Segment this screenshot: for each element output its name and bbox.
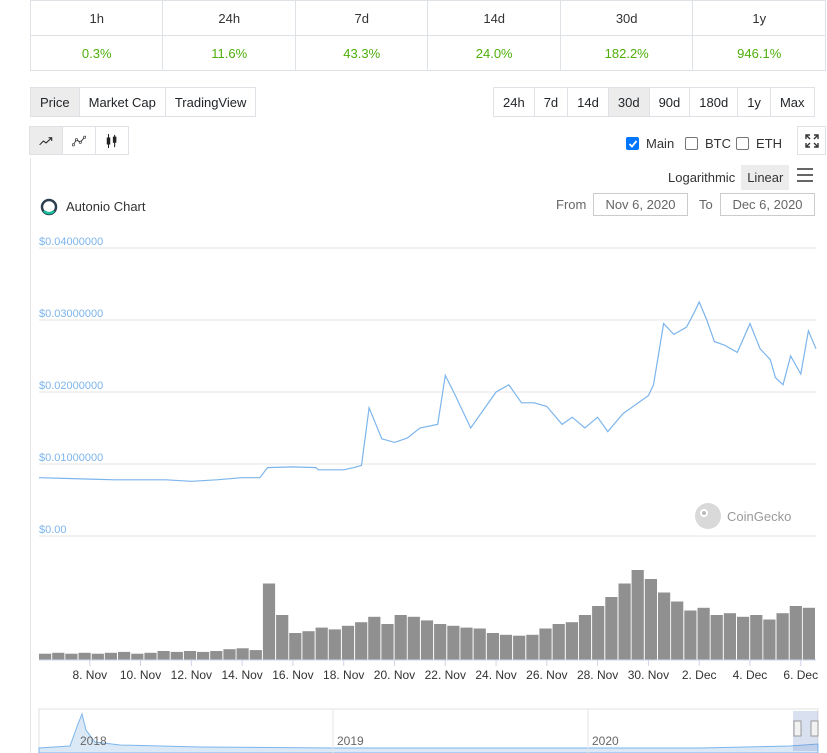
candlestick-icon — [106, 133, 117, 148]
chart-panel — [30, 158, 827, 753]
chart-style-buttons — [29, 126, 129, 155]
scale-linear-button[interactable]: Linear — [741, 165, 790, 190]
compare-eth-checkbox[interactable]: ETH — [736, 136, 782, 151]
tab-price[interactable]: Price — [30, 87, 80, 117]
compare-main-checkbox[interactable]: Main — [626, 136, 674, 151]
range-max-button[interactable]: Max — [769, 87, 815, 117]
period-30d: 30d — [559, 0, 694, 36]
checkbox-checked-icon — [626, 137, 639, 150]
range-from-label: From — [556, 197, 587, 212]
compare-btc-label: BTC — [705, 136, 731, 151]
change-24h: 11.6% — [162, 35, 296, 71]
range-to-input[interactable]: Dec 6, 2020 — [720, 193, 815, 216]
change-table-values-row: 0.3% 11.6% 43.3% 24.0% 182.2% 946.1% — [29, 35, 826, 71]
candlestick-chart-button[interactable] — [95, 126, 129, 155]
range-90d-button[interactable]: 90d — [648, 87, 691, 117]
chart-menu-icon[interactable] — [797, 168, 813, 186]
point-line-icon — [72, 135, 86, 146]
compare-btc-checkbox[interactable]: BTC — [685, 136, 731, 151]
tab-tradingview[interactable]: TradingView — [164, 87, 257, 117]
autonio-logo-icon — [40, 198, 58, 216]
change-14d: 24.0% — [427, 35, 561, 71]
period-14d: 14d — [427, 0, 561, 36]
range-14d-button[interactable]: 14d — [567, 87, 609, 117]
change-1y: 946.1% — [692, 35, 826, 71]
change-table-header-row: 1h 24h 7d 14d 30d 1y — [29, 0, 826, 36]
change-1h: 0.3% — [29, 35, 164, 71]
range-180d-button[interactable]: 180d — [689, 87, 739, 117]
point-line-chart-button[interactable] — [62, 126, 96, 155]
chart-type-tabs: Price Market Cap TradingView — [30, 87, 257, 117]
range-24h-button[interactable]: 24h — [493, 87, 535, 117]
range-30d-button[interactable]: 30d — [607, 87, 650, 117]
change-7d: 43.3% — [294, 35, 429, 71]
line-chart-button[interactable] — [29, 126, 63, 155]
change-table: 1h 24h 7d 14d 30d 1y 0.3% 11.6% 43.3% 24… — [29, 0, 826, 71]
checkbox-unchecked-icon — [736, 137, 749, 150]
range-7d-button[interactable]: 7d — [533, 87, 569, 117]
expand-icon — [804, 133, 819, 148]
compare-eth-label: ETH — [756, 136, 782, 151]
period-1y: 1y — [692, 0, 826, 36]
range-1y-button[interactable]: 1y — [737, 87, 771, 117]
compare-main-label: Main — [646, 136, 675, 151]
scale-logarithmic-button[interactable]: Logarithmic — [668, 170, 736, 185]
range-to-label: To — [699, 197, 713, 212]
period-24h: 24h — [162, 0, 296, 36]
change-30d: 182.2% — [559, 35, 694, 71]
checkbox-unchecked-icon — [685, 137, 698, 150]
time-range-buttons: 24h 7d 14d 30d 90d 180d 1y Max — [493, 87, 815, 117]
scale-toggle: Logarithmic Linear — [662, 165, 790, 190]
fullscreen-button[interactable] — [797, 126, 826, 155]
range-from-input[interactable]: Nov 6, 2020 — [593, 193, 688, 216]
tab-market-cap[interactable]: Market Cap — [78, 87, 166, 117]
period-7d: 7d — [294, 0, 429, 36]
line-chart-icon — [39, 136, 53, 145]
period-1h: 1h — [29, 0, 164, 36]
chart-title: Autonio Chart — [66, 199, 146, 214]
